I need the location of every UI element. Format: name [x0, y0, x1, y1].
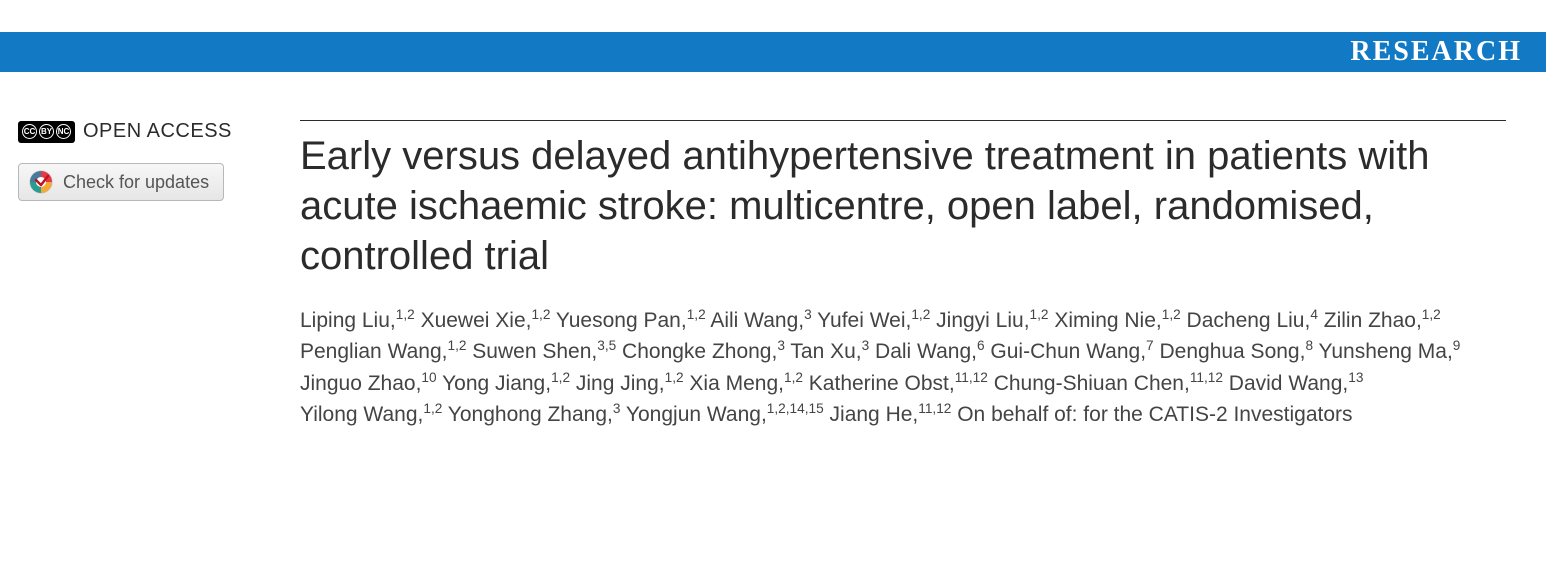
- author-affil: 9: [1453, 338, 1461, 353]
- author: Dacheng Liu,4: [1187, 309, 1318, 332]
- author-affil: 10: [421, 370, 436, 385]
- author: Yuesong Pan,1,2: [556, 309, 706, 332]
- author: Gui-Chun Wang,7: [990, 340, 1153, 363]
- author: Suwen Shen,3,5: [472, 340, 616, 363]
- author: Jing Jing,1,2: [576, 372, 684, 395]
- author-affil: 1,2: [665, 370, 684, 385]
- open-access-badge: CC BY NC OPEN ACCESS: [18, 120, 300, 143]
- author: Katherine Obst,11,12: [809, 372, 988, 395]
- author-affil: 1,2: [687, 307, 706, 322]
- research-banner: RESEARCH: [0, 32, 1546, 72]
- author-affil: 8: [1305, 338, 1313, 353]
- author: Jinguo Zhao,10: [300, 372, 437, 395]
- author: Jingyi Liu,1,2: [936, 309, 1048, 332]
- on-behalf-text: On behalf of: for the CATIS-2 Investigat…: [957, 403, 1352, 426]
- author-affil: 1,2: [1422, 307, 1441, 322]
- author: Yong Jiang,1,2: [442, 372, 570, 395]
- title-rule: [300, 120, 1506, 121]
- author-affil: 11,12: [918, 401, 951, 416]
- author: Tan Xu,3: [790, 340, 869, 363]
- author: Yonghong Zhang,3: [448, 403, 621, 426]
- author-list: Liping Liu,1,2 Xuewei Xie,1,2 Yuesong Pa…: [300, 305, 1506, 431]
- author-affil: 1,2: [447, 338, 466, 353]
- sidebar: CC BY NC OPEN ACCESS Check for updates: [0, 120, 300, 201]
- author-affil: 3,5: [597, 338, 616, 353]
- author-affil: 1,2: [423, 401, 442, 416]
- author-affil: 1,2: [1162, 307, 1181, 322]
- author: Yongjun Wang,1,2,14,15: [626, 403, 824, 426]
- author-affil: 4: [1310, 307, 1318, 322]
- author: Chung-Shiuan Chen,11,12: [994, 372, 1223, 395]
- banner-label: RESEARCH: [1350, 36, 1522, 67]
- author-affil: 1,2,14,15: [767, 401, 824, 416]
- author-affil: 11,12: [1190, 370, 1223, 385]
- crossmark-icon: [29, 170, 53, 194]
- open-access-label: OPEN ACCESS: [83, 120, 232, 143]
- author-affil: 3: [613, 401, 621, 416]
- author-affil: 7: [1146, 338, 1154, 353]
- article-header: Early versus delayed antihypertensive tr…: [300, 120, 1546, 431]
- author-affil: 3: [804, 307, 812, 322]
- author: Dali Wang,6: [875, 340, 985, 363]
- nc-glyph: NC: [56, 124, 71, 139]
- author: Yufei Wei,1,2: [817, 309, 930, 332]
- author: Jiang He,11,12: [830, 403, 952, 426]
- author-affil: 1,2: [551, 370, 570, 385]
- author-affil: 1,2: [396, 307, 415, 322]
- author: Xuewei Xie,1,2: [421, 309, 551, 332]
- author-affil: 11,12: [955, 370, 988, 385]
- author-affil: 1,2: [531, 307, 550, 322]
- check-updates-label: Check for updates: [63, 172, 209, 193]
- author: David Wang,13: [1229, 372, 1364, 395]
- cc-license-icon: CC BY NC: [18, 121, 75, 143]
- author: Denghua Song,8: [1159, 340, 1313, 363]
- author: Penglian Wang,1,2: [300, 340, 466, 363]
- author: Ximing Nie,1,2: [1054, 309, 1180, 332]
- by-glyph: BY: [39, 124, 54, 139]
- author-affil: 3: [777, 338, 785, 353]
- check-updates-button[interactable]: Check for updates: [18, 163, 224, 201]
- author: Yilong Wang,1,2: [300, 403, 442, 426]
- author: Yunsheng Ma,9: [1319, 340, 1461, 363]
- content-row: CC BY NC OPEN ACCESS Check for updates: [0, 120, 1546, 431]
- author: Liping Liu,1,2: [300, 309, 415, 332]
- author-affil: 13: [1348, 370, 1363, 385]
- cc-glyph: CC: [22, 124, 37, 139]
- author-affil: 3: [862, 338, 870, 353]
- author-affil: 1,2: [911, 307, 930, 322]
- author-affil: 1,2: [784, 370, 803, 385]
- author-affil: 6: [977, 338, 985, 353]
- author-affil: 1,2: [1030, 307, 1049, 322]
- author: Zilin Zhao,1,2: [1324, 309, 1441, 332]
- author: Aili Wang,3: [710, 309, 811, 332]
- author: Chongke Zhong,3: [622, 340, 785, 363]
- article-title: Early versus delayed antihypertensive tr…: [300, 131, 1506, 281]
- author: Xia Meng,1,2: [689, 372, 803, 395]
